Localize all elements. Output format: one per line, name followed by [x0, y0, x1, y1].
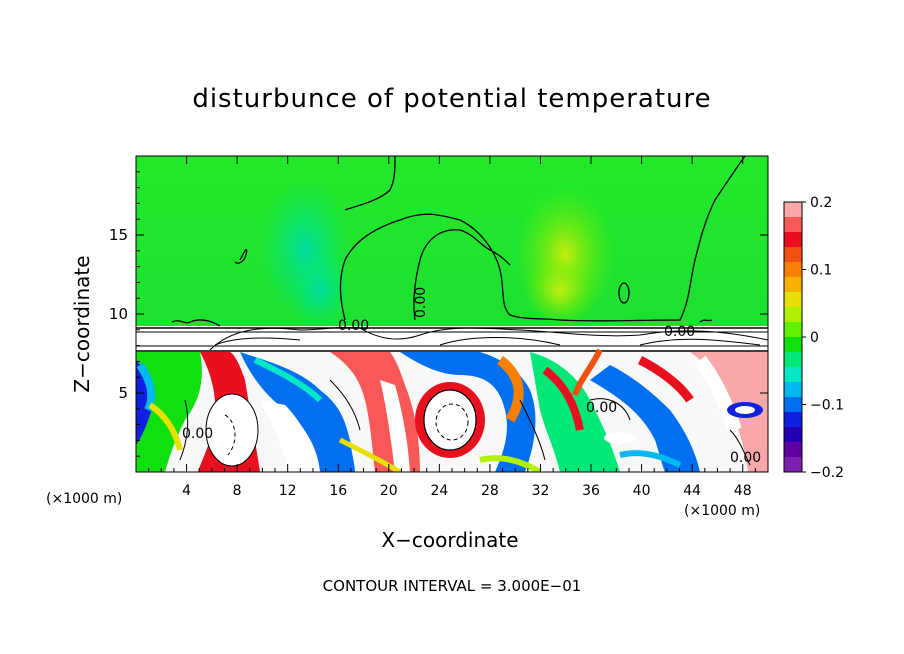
cool-patch-2: [290, 250, 350, 330]
x-unit-label-right: (×1000 m): [684, 503, 761, 519]
colorbar-swatch: [784, 277, 802, 293]
x-tick-label: 24: [430, 483, 448, 499]
x-tick-label: 4: [182, 483, 191, 499]
x-tick-label: 28: [481, 483, 499, 499]
colorbar-swatch: [784, 457, 802, 473]
colorbar-swatch: [784, 337, 802, 353]
x-axis-label: X−coordinate: [381, 528, 519, 552]
y-tick-label: 5: [118, 384, 128, 402]
colorbar-tick-label: −0.1: [810, 398, 844, 414]
warm-patch-2: [525, 255, 595, 325]
contour-label: 0.00: [182, 426, 213, 442]
colorbar-tick-label: 0.1: [810, 263, 832, 279]
y-tick-label: 15: [109, 226, 128, 244]
colorbar-swatch: [784, 307, 802, 323]
x-tick-label: 8: [233, 483, 242, 499]
colorbar-tick-label: −0.2: [810, 465, 844, 481]
colorbar-swatch: [784, 397, 802, 413]
turbulent-blobs: [136, 348, 768, 472]
contour-label: 0.00: [338, 318, 369, 334]
colorbar: 0.2 0.1 0 −0.1 −0.2: [783, 195, 844, 481]
x-tick-label: 32: [532, 483, 550, 499]
colorbar-tick-label: 0: [810, 330, 819, 346]
colorbar-swatch: [784, 232, 802, 248]
x-tick-label: 36: [582, 483, 600, 499]
contour-label: 0.00: [413, 287, 429, 318]
contour-lines-lower: [179, 379, 751, 466]
colorbar-swatch: [784, 442, 802, 458]
colorbar-swatch: [784, 427, 802, 443]
heatmap-field: 0.00 0.00 0.00 0.00 0.00 0.00: [136, 156, 768, 472]
contour-lines: [171, 156, 746, 327]
upper-layer: [136, 156, 768, 328]
contour-interval-note: CONTOUR INTERVAL = 3.000E−01: [322, 577, 582, 595]
contour-label-group: 0.00 0.00 0.00 0.00 0.00 0.00: [182, 287, 761, 466]
contour-label: 0.00: [664, 324, 695, 340]
x-tick-label: 16: [329, 483, 347, 499]
x-tick-label: 44: [683, 483, 701, 499]
y-tick-label: 10: [109, 305, 128, 323]
colorbar-swatch: [784, 382, 802, 398]
x-tick-label: 48: [734, 483, 752, 499]
x-tick-label: 12: [279, 483, 297, 499]
x-axis: 4 8 12 16 20 24 28 32 36 40 44 48: [148, 156, 756, 499]
colorbar-tick-label: 0.2: [810, 195, 832, 211]
y-axis: 5 10 15: [109, 171, 768, 457]
contour-label: 0.00: [730, 450, 761, 466]
colorbar-swatch: [784, 322, 802, 338]
colorbar-swatch: [784, 202, 802, 218]
colorbar-swatch: [784, 367, 802, 383]
x-tick-label: 40: [633, 483, 651, 499]
contour-label: 0.00: [586, 400, 617, 416]
colorbar-swatch: [784, 352, 802, 368]
x-unit-label-left: (×1000 m): [46, 491, 123, 507]
colorbar-swatch: [784, 262, 802, 278]
chart-title: disturbunce of potential temperature: [192, 84, 712, 114]
colorbar-swatch: [784, 217, 802, 233]
colorbar-swatch: [784, 247, 802, 263]
colorbar-swatch: [784, 292, 802, 308]
y-axis-label: Z−coordinate: [70, 255, 94, 393]
colorbar-swatch: [784, 412, 802, 428]
x-tick-label: 20: [380, 483, 398, 499]
